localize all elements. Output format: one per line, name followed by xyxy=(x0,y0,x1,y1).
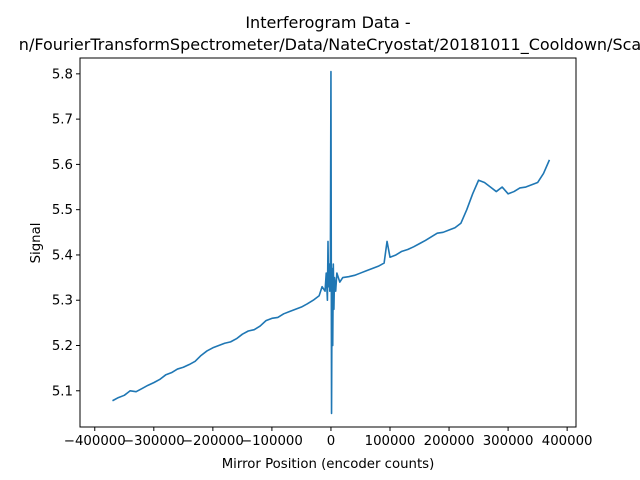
x-tick-label: 100000 xyxy=(365,434,416,449)
y-tick-label: 5.2 xyxy=(52,339,73,354)
axes-frame xyxy=(79,57,577,428)
x-axis-label: Mirror Position (encoder counts) xyxy=(222,457,435,472)
x-tick-label: −300000 xyxy=(123,434,185,449)
x-tick-label: 200000 xyxy=(424,434,475,449)
y-axis-label: Signal xyxy=(29,223,44,264)
y-tick-label: 5.3 xyxy=(52,294,73,309)
x-tick-label: 300000 xyxy=(483,434,534,449)
chart-title: Interferogram Data - xyxy=(245,13,410,32)
y-axis: 5.1 5.2 5.3 5.4 5.5 5.6 5.7 5.8 xyxy=(52,67,80,399)
x-axis: −400000−300000−200000−100000 0 100000 20000… xyxy=(64,427,593,449)
y-tick-label: 5.6 xyxy=(52,158,73,173)
x-tick-label: −200000 xyxy=(182,434,244,449)
y-tick-label: 5.8 xyxy=(52,67,73,82)
y-tick-label: 5.5 xyxy=(52,203,73,218)
y-tick-label: 5.7 xyxy=(52,113,73,128)
series-layer xyxy=(112,70,551,415)
series-line-0 xyxy=(112,70,551,415)
x-tick-label: 400000 xyxy=(542,434,593,449)
chart-subtitle: n/FourierTransformSpectrometer/Data/Nate… xyxy=(19,35,640,55)
x-tick-label: −100000 xyxy=(241,434,303,449)
y-tick-label: 5.4 xyxy=(52,248,73,263)
x-tick-label: −400000 xyxy=(64,434,126,449)
y-tick-label: 5.1 xyxy=(52,384,73,399)
x-tick-label: 0 xyxy=(327,434,335,449)
